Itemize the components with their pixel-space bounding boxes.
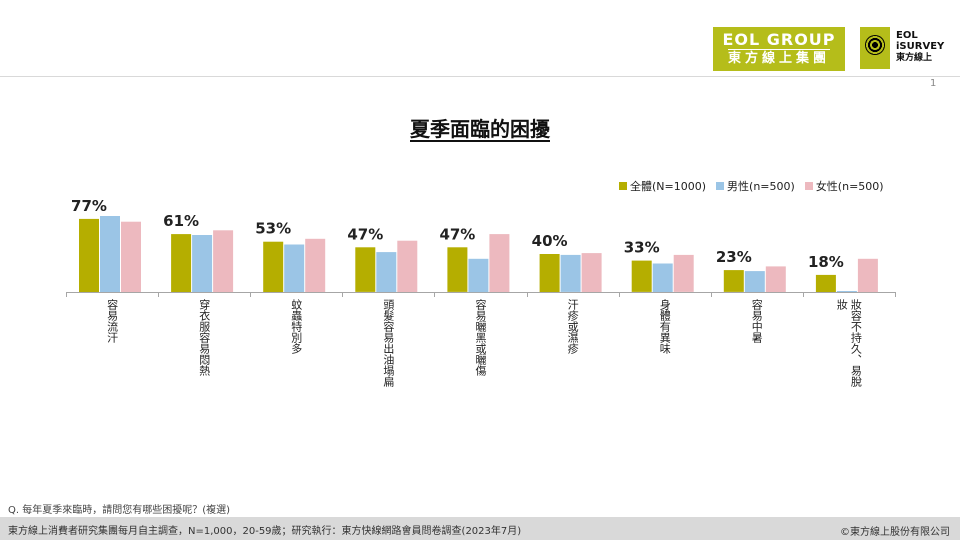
survey-logo-line3: 東方線上 [896, 53, 933, 63]
eol-group-logo: EOL GROUP 東方線上集團 [713, 27, 845, 71]
survey-logo-line2: iSURVEY [896, 41, 945, 52]
data-label: 18% [808, 253, 844, 271]
bar-female [397, 240, 418, 292]
slide-number: 1 [930, 78, 937, 89]
bar-male [836, 291, 857, 292]
copyright-note: ©東方線上股份有限公司 [840, 527, 950, 538]
bar-male [744, 271, 765, 292]
bar-female [765, 266, 786, 292]
data-label: 40% [532, 232, 568, 250]
category-label: 容易中暑 [750, 298, 763, 343]
category-label: 身體有異味 [658, 298, 671, 354]
bar-all [631, 260, 652, 292]
header-divider [0, 76, 960, 77]
data-label: 47% [347, 225, 383, 243]
logo-sub-text: 東方線上集團 [727, 49, 830, 66]
category-label: 頭髮容易出油塌扁 [382, 299, 395, 387]
category-label: 容易流汗 [106, 298, 119, 344]
data-label: 53% [255, 220, 291, 238]
data-label: 33% [624, 239, 660, 257]
category-label: 容易曬黑或曬傷 [474, 298, 487, 377]
data-label: 77% [71, 197, 107, 215]
bar-male [100, 216, 120, 292]
legend-swatch-female [804, 182, 813, 190]
logo-main-text: EOL GROUP [722, 30, 836, 49]
bar-female [305, 238, 326, 292]
category-label: 汗疹或濕疹 [566, 299, 579, 355]
bar-all [263, 241, 284, 292]
survey-logo-line1: EOL [896, 30, 918, 41]
chart-title: 夏季面臨的困擾 [410, 117, 550, 141]
bar-male [376, 252, 397, 292]
category-label: 蚊蟲特別多 [290, 298, 303, 355]
bar-male [284, 244, 305, 292]
bar-all [815, 274, 836, 292]
bar-male [652, 263, 673, 292]
source-note: 東方線上消費者研究集團每月自主調查，N=1,000，20-59歲；研究執行：東方… [8, 526, 522, 537]
legend-label-all: 全體(N=1000) [630, 180, 707, 193]
data-label: 47% [439, 225, 475, 243]
bar-all [447, 247, 468, 292]
footer-bar: 東方線上消費者研究集團每月自主調查，N=1,000，20-59歲；研究執行：東方… [0, 517, 960, 540]
data-label: 23% [716, 248, 752, 266]
bar-female [857, 258, 878, 293]
legend-swatch-all [619, 182, 627, 190]
bar-all [171, 234, 192, 292]
chart-legend: 全體(N=1000) 男性(n=500) 女性(n=500) [619, 178, 884, 194]
bar-male [468, 258, 489, 293]
bar-all [539, 254, 560, 292]
bar-all [355, 247, 376, 292]
eye-logo-icon [860, 27, 890, 69]
survey-question: Q. 每年夏季來臨時，請問您有哪些困擾呢？(複選) [8, 505, 231, 516]
bar-all [79, 218, 99, 292]
data-label: 61% [163, 212, 199, 230]
eol-isurvey-logo: EOL iSURVEY 東方線上 [860, 27, 950, 71]
bar-male [192, 235, 213, 292]
category-label: 妝 [835, 298, 848, 311]
legend-label-female: 女性(n=500) [815, 180, 884, 193]
bar-female [581, 253, 602, 292]
bar-female [489, 234, 510, 292]
bar-female [121, 221, 141, 292]
legend-swatch-male [716, 182, 725, 190]
legend-label-male: 男性(n=500) [727, 180, 795, 193]
bar-male [560, 254, 581, 292]
legend-item-male: 男性(n=500) [716, 178, 795, 194]
category-label: 妝容不持久、易脫 [849, 298, 862, 387]
bar-all [723, 270, 744, 292]
legend-item-all: 全體(N=1000) [619, 178, 706, 194]
category-label: 穿衣服容易悶熱 [198, 298, 211, 377]
bar-female [213, 230, 234, 293]
bar-female [673, 254, 694, 292]
legend-item-female: 女性(n=500) [804, 178, 884, 194]
